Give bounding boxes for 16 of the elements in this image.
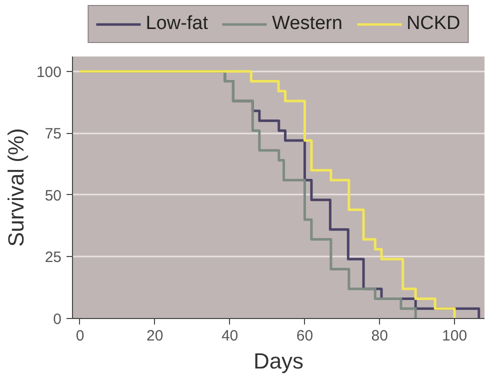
x-tick-label: 40 — [221, 328, 238, 344]
legend-label: Low-fat — [146, 13, 208, 35]
y-tick-label: 0 — [53, 311, 62, 328]
x-tick-label: 0 — [76, 328, 84, 344]
y-tick-label: 25 — [44, 249, 62, 266]
y-tick-label: 100 — [36, 64, 62, 81]
y-tick-label: 50 — [44, 187, 62, 204]
x-axis-title: Days — [253, 348, 304, 374]
y-tick-label: 75 — [44, 126, 62, 143]
legend-label: NCKD — [406, 13, 460, 35]
x-tick-label: 60 — [296, 328, 314, 344]
legend-label: Western — [272, 13, 342, 35]
y-axis-title: Survival (%) — [3, 128, 28, 247]
x-tick-label: 80 — [371, 328, 388, 344]
x-tick-label: 20 — [146, 328, 164, 344]
x-tick-label: 100 — [442, 328, 468, 344]
